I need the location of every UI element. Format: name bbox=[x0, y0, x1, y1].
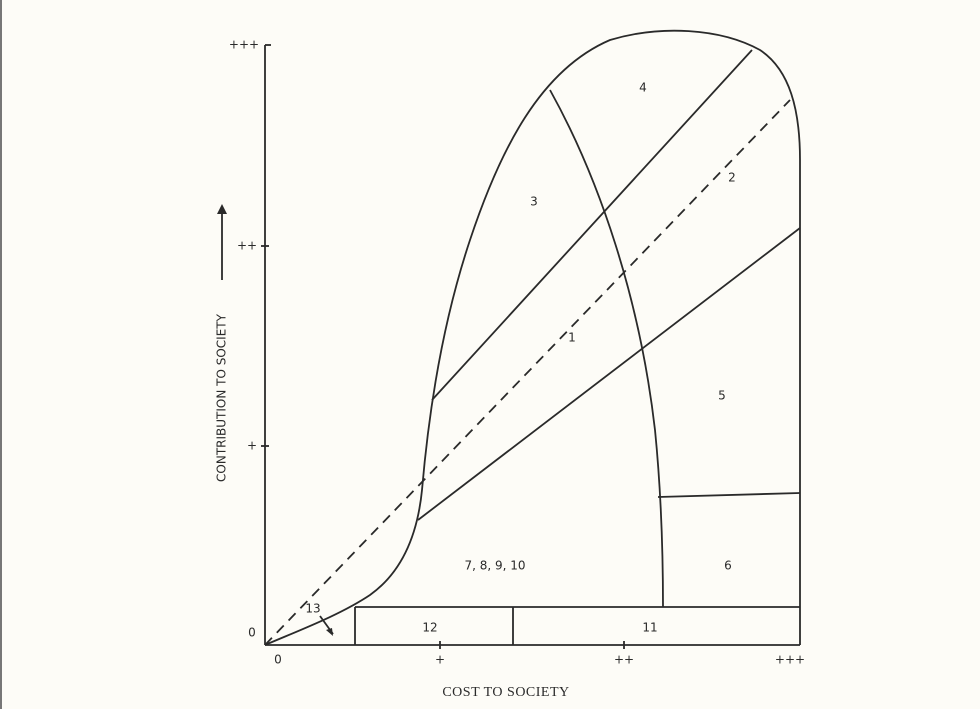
region-label: 4 bbox=[639, 81, 647, 95]
y-tick-label: +++ bbox=[229, 38, 259, 52]
y-tick-label: 0 bbox=[248, 626, 256, 640]
x-tick-label: 0 bbox=[274, 653, 282, 667]
x-tick-label: +++ bbox=[775, 653, 805, 667]
axis-arrow-head bbox=[217, 204, 227, 214]
x-axis-label: COST TO SOCIETY bbox=[442, 685, 569, 700]
pointer-head bbox=[326, 628, 333, 636]
region-3-boundary bbox=[549, 89, 664, 608]
region-label: 3 bbox=[530, 195, 538, 209]
outer-boundary bbox=[264, 29, 801, 646]
region-label: 11 bbox=[642, 621, 657, 635]
region-label: 2 bbox=[728, 171, 736, 185]
y-tick-label: ++ bbox=[237, 239, 257, 253]
region-label: 6 bbox=[724, 559, 732, 573]
y-tick-label: + bbox=[247, 439, 257, 453]
region-label: 1 bbox=[568, 331, 576, 345]
region-label: 13 bbox=[305, 602, 320, 616]
boundary-line bbox=[417, 227, 801, 521]
dashed-diagonal bbox=[264, 99, 791, 646]
y-axis-label: CONTRIBUTION TO SOCIETY bbox=[215, 313, 229, 482]
boundary-line bbox=[657, 492, 801, 498]
boundary-line bbox=[431, 49, 753, 401]
region-label: 12 bbox=[422, 621, 437, 635]
x-tick-label: + bbox=[435, 653, 445, 667]
x-tick-label: ++ bbox=[614, 653, 634, 667]
region-label: 7, 8, 9, 10 bbox=[464, 559, 525, 573]
region-label: 5 bbox=[718, 389, 726, 403]
